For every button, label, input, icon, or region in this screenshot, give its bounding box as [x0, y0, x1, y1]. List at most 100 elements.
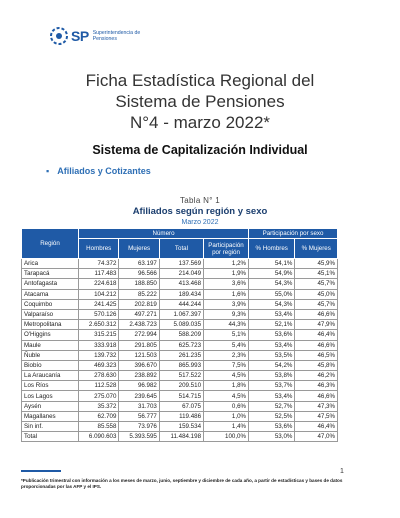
cell-mujeres: 73.976 — [118, 420, 160, 433]
table-date: Marzo 2022 — [181, 219, 219, 226]
cell-pct-mujeres: 46,5% — [294, 349, 338, 361]
cell-mujeres: 291.805 — [118, 339, 160, 351]
cell-region: Antofagasta — [21, 278, 79, 290]
cell-mujeres: 238.892 — [118, 370, 160, 382]
cell-pct-mujeres: 47,3% — [294, 400, 338, 412]
cell-total: 1.067.397 — [158, 308, 205, 321]
header-region: Región — [21, 228, 79, 259]
cell-participacion-region: 1,9% — [203, 268, 250, 280]
cell-total: 5.089.035 — [158, 319, 205, 331]
cell-participacion-region: 5,1% — [203, 329, 250, 341]
cell-pct-hombres: 53,6% — [248, 420, 296, 433]
cell-participacion-region: 4,5% — [203, 390, 250, 402]
cell-region: Arica — [21, 257, 79, 270]
cell-pct-mujeres: 47,0% — [294, 431, 338, 443]
cell-participacion-region: 7,5% — [203, 359, 250, 372]
title-line-1: Ficha Estadística Regional del — [85, 71, 315, 90]
cell-pct-hombres: 54,9% — [248, 268, 296, 280]
cell-pct-hombres: 53,4% — [248, 339, 296, 351]
cell-mujeres: 63.197 — [118, 257, 160, 270]
cell-total: 214.049 — [158, 268, 205, 280]
header-pct-hombres: % Hombres — [248, 238, 296, 259]
header-participacion-sexo: Participación por sexo — [248, 228, 338, 239]
cell-region: Aysén — [21, 400, 79, 412]
cell-participacion-region: 2,3% — [203, 349, 250, 361]
bullet-label: Afiliados y Cotizantes — [57, 166, 151, 176]
cell-hombres: 275.070 — [77, 390, 120, 402]
cell-region: Magallanes — [21, 410, 79, 423]
table-row: La Araucanía 278.630 238.892 517.522 4,5% 53,… — [21, 370, 338, 382]
cell-mujeres: 272.994 — [118, 329, 160, 341]
cell-region: Metropolitana — [21, 319, 79, 331]
cell-participacion-region: 1,8% — [203, 380, 250, 392]
header-hombres: Hombres — [77, 238, 120, 259]
sp-logo: SP Superintendencia de Pensiones — [49, 25, 140, 47]
cell-participacion-region: 44,3% — [203, 319, 250, 331]
cell-region: Sin inf. — [21, 420, 79, 433]
table-row: Atacama 104.212 85.222 189.434 1,6% 55,0% 45,0… — [21, 288, 338, 300]
cell-hombres: 62.709 — [77, 410, 120, 423]
table-row: Maule 333.918 291.805 625.723 5,4% 53,4% 46,6% — [21, 339, 338, 351]
table-title: Afiliados según región y sexo — [132, 206, 268, 217]
cell-pct-mujeres: 46,2% — [294, 370, 338, 382]
cell-pct-mujeres: 45,1% — [294, 268, 338, 280]
cell-pct-mujeres: 45,7% — [294, 298, 338, 310]
cell-hombres: 74.372 — [77, 257, 120, 270]
title-line-2: Sistema de Pensiones — [115, 92, 285, 111]
cell-total: 413.468 — [158, 278, 205, 290]
cell-hombres: 104.212 — [77, 288, 120, 300]
footnote: *Publicación trimestral con información … — [21, 478, 343, 489]
cell-region: La Araucanía — [21, 370, 79, 382]
table-row: Sin inf. 85.558 73.976 159.534 1,4% 53,6% 46,4… — [21, 420, 338, 433]
table-row: Metropolitana 2.650.312 2.438.723 5.089.035… — [21, 319, 338, 331]
table-row: O'Higgins 315.215 272.994 588.209 5,1% 53,6% 4… — [21, 329, 338, 341]
cell-mujeres: 96.566 — [118, 268, 160, 280]
cell-hombres: 85.558 — [77, 420, 120, 433]
cell-hombres: 570.126 — [77, 308, 120, 321]
cell-pct-hombres: 53,7% — [248, 380, 296, 392]
cell-pct-mujeres: 46,6% — [294, 390, 338, 402]
cell-hombres: 6.090.603 — [77, 431, 120, 443]
cell-pct-mujeres: 47,5% — [294, 410, 338, 423]
cell-pct-hombres: 53,0% — [248, 431, 296, 443]
cell-hombres: 315.215 — [77, 329, 120, 341]
cell-mujeres: 2.438.723 — [118, 319, 160, 331]
header-numero: Número — [77, 228, 250, 239]
cell-mujeres: 497.271 — [118, 308, 160, 321]
cell-mujeres: 239.645 — [118, 390, 160, 402]
cell-region: Los Lagos — [21, 390, 79, 402]
cell-total: 137.569 — [158, 257, 205, 270]
cell-pct-mujeres: 46,3% — [294, 380, 338, 392]
table-row: Valparaíso 570.126 497.271 1.067.397 9,3% 53,… — [21, 308, 338, 321]
cell-total: 67.075 — [158, 400, 205, 412]
cell-pct-mujeres: 45,7% — [294, 278, 338, 290]
cell-mujeres: 31.703 — [118, 400, 160, 412]
bullet-item: ▪ Afiliados y Cotizantes — [46, 166, 151, 176]
sp-logo-icon — [50, 27, 68, 45]
cell-pct-hombres: 55,0% — [248, 288, 296, 300]
table-row: Los Lagos 275.070 239.645 514.715 4,5% 53,4% 4… — [21, 390, 338, 402]
cell-hombres: 469.323 — [77, 359, 120, 372]
cell-pct-mujeres: 46,6% — [294, 339, 338, 351]
cell-mujeres: 396.670 — [118, 359, 160, 372]
cell-total: 209.510 — [158, 380, 205, 392]
logo-line-2: Pensiones — [92, 36, 117, 42]
afiliados-table: Región Número Participación por sexo Hom… — [21, 228, 338, 443]
cell-mujeres: 5.393.595 — [118, 431, 160, 443]
table-row: Antofagasta 224.618 188.850 413.468 3,6% 54,3… — [21, 278, 338, 290]
header-participacion-region: Participación por región — [203, 238, 250, 259]
cell-total: 625.723 — [158, 339, 205, 351]
cell-pct-mujeres: 45,0% — [294, 288, 338, 300]
cell-pct-mujeres: 47,9% — [294, 319, 338, 331]
cell-total: 11.484.198 — [158, 431, 205, 443]
table-row: Arica 74.372 63.197 137.569 1,2% 54,1% 45,9% — [21, 257, 338, 270]
cell-mujeres: 202.819 — [118, 298, 160, 310]
cell-region: Atacama — [21, 288, 79, 300]
cell-region: Coquimbo — [21, 298, 79, 310]
cell-pct-hombres: 54,1% — [248, 257, 296, 270]
section-subtitle: Sistema de Capitalización Individual — [92, 143, 308, 157]
cell-total: 517.522 — [158, 370, 205, 382]
cell-pct-mujeres: 46,4% — [294, 420, 338, 433]
cell-pct-hombres: 53,5% — [248, 349, 296, 361]
table-row: Biobío 469.323 396.670 865.993 7,5% 54,2% 45,8… — [21, 359, 338, 372]
